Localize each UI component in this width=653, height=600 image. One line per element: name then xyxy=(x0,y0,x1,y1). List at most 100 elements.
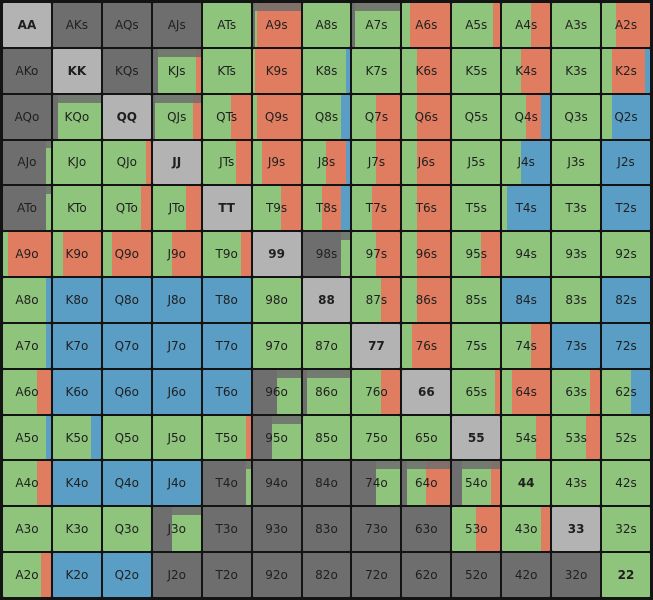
hand-cell-84s[interactable]: 84s xyxy=(502,278,551,322)
hand-cell-42o[interactable]: 42o xyxy=(502,553,551,597)
hand-cell-64o[interactable]: 64o xyxy=(402,461,451,506)
hand-cell-63s[interactable]: 63s xyxy=(552,369,601,414)
hand-cell-a9o[interactable]: A9o xyxy=(3,232,51,277)
hand-cell-65s[interactable]: 65s xyxy=(452,369,501,414)
hand-cell-43s[interactable]: 43s xyxy=(552,461,601,506)
hand-cell-82o[interactable]: 82o xyxy=(302,553,351,597)
hand-cell-98o[interactable]: 98o xyxy=(252,278,301,322)
hand-cell-a4o[interactable]: A4o xyxy=(3,461,51,506)
hand-cell-q3o[interactable]: Q3o xyxy=(102,507,151,552)
hand-cell-95o[interactable]: 95o xyxy=(252,415,301,460)
hand-cell-66[interactable]: 66 xyxy=(402,369,451,414)
hand-cell-62o[interactable]: 62o xyxy=(402,553,451,597)
hand-cell-85s[interactable]: 85s xyxy=(452,278,501,322)
hand-cell-43o[interactable]: 43o xyxy=(502,507,551,552)
hand-cell-55[interactable]: 55 xyxy=(452,415,501,460)
hand-cell-t9s[interactable]: T9s xyxy=(252,186,301,231)
hand-cell-t7s[interactable]: T7s xyxy=(352,186,401,231)
hand-cell-k2o[interactable]: K2o xyxy=(52,553,101,597)
hand-cell-t3s[interactable]: T3s xyxy=(552,186,601,231)
hand-cell-t8o[interactable]: T8o xyxy=(202,278,251,322)
hand-cell-j8s[interactable]: J8s xyxy=(302,140,351,185)
hand-cell-64s[interactable]: 64s xyxy=(502,369,551,414)
hand-cell-99[interactable]: 99 xyxy=(252,232,301,277)
hand-cell-53s[interactable]: 53s xyxy=(552,415,601,460)
hand-cell-76s[interactable]: 76s xyxy=(402,323,451,368)
hand-cell-83o[interactable]: 83o xyxy=(302,507,351,552)
hand-cell-qq[interactable]: QQ xyxy=(102,94,151,139)
hand-cell-j2o[interactable]: J2o xyxy=(152,553,201,597)
hand-cell-kjo[interactable]: KJo xyxy=(52,140,101,185)
hand-cell-jts[interactable]: JTs xyxy=(202,140,251,185)
hand-cell-65o[interactable]: 65o xyxy=(402,415,451,460)
hand-cell-aqo[interactable]: AQo xyxy=(3,94,51,139)
hand-cell-94s[interactable]: 94s xyxy=(502,232,551,277)
hand-cell-87s[interactable]: 87s xyxy=(352,278,401,322)
hand-cell-k7s[interactable]: K7s xyxy=(352,48,401,93)
hand-cell-82s[interactable]: 82s xyxy=(602,278,650,322)
hand-cell-74o[interactable]: 74o xyxy=(352,461,401,506)
hand-cell-73o[interactable]: 73o xyxy=(352,507,401,552)
hand-cell-j3s[interactable]: J3s xyxy=(552,140,601,185)
hand-cell-97o[interactable]: 97o xyxy=(252,323,301,368)
hand-cell-ajo[interactable]: AJo xyxy=(3,140,51,185)
hand-cell-92s[interactable]: 92s xyxy=(602,232,650,277)
hand-cell-52s[interactable]: 52s xyxy=(602,415,650,460)
hand-cell-88[interactable]: 88 xyxy=(302,278,351,322)
hand-cell-a2s[interactable]: A2s xyxy=(602,3,650,47)
hand-cell-a8o[interactable]: A8o xyxy=(3,278,51,322)
hand-cell-q9o[interactable]: Q9o xyxy=(102,232,151,277)
hand-cell-53o[interactable]: 53o xyxy=(452,507,501,552)
hand-cell-32s[interactable]: 32s xyxy=(602,507,650,552)
hand-cell-t6o[interactable]: T6o xyxy=(202,369,251,414)
hand-cell-86o[interactable]: 86o xyxy=(302,369,351,414)
hand-cell-92o[interactable]: 92o xyxy=(252,553,301,597)
hand-cell-33[interactable]: 33 xyxy=(552,507,601,552)
hand-cell-aks[interactable]: AKs xyxy=(52,3,101,47)
hand-cell-95s[interactable]: 95s xyxy=(452,232,501,277)
hand-cell-32o[interactable]: 32o xyxy=(552,553,601,597)
hand-cell-a8s[interactable]: A8s xyxy=(302,3,351,47)
hand-cell-ako[interactable]: AKo xyxy=(3,48,51,93)
hand-cell-tt[interactable]: TT xyxy=(202,186,251,231)
hand-cell-ajs[interactable]: AJs xyxy=(152,3,201,47)
hand-cell-qto[interactable]: QTo xyxy=(102,186,151,231)
hand-cell-ato[interactable]: ATo xyxy=(3,186,51,231)
hand-cell-ats[interactable]: ATs xyxy=(202,3,251,47)
hand-cell-t4s[interactable]: T4s xyxy=(502,186,551,231)
hand-cell-q6o[interactable]: Q6o xyxy=(102,369,151,414)
hand-cell-t7o[interactable]: T7o xyxy=(202,323,251,368)
hand-cell-k2s[interactable]: K2s xyxy=(602,48,650,93)
hand-cell-k8o[interactable]: K8o xyxy=(52,278,101,322)
hand-cell-54o[interactable]: 54o xyxy=(452,461,501,506)
hand-cell-q6s[interactable]: Q6s xyxy=(402,94,451,139)
hand-cell-q2s[interactable]: Q2s xyxy=(602,94,650,139)
hand-cell-93s[interactable]: 93s xyxy=(552,232,601,277)
hand-cell-kqo[interactable]: KQo xyxy=(52,94,101,139)
hand-cell-q4o[interactable]: Q4o xyxy=(102,461,151,506)
hand-cell-84o[interactable]: 84o xyxy=(302,461,351,506)
hand-cell-kk[interactable]: KK xyxy=(52,48,101,93)
hand-cell-94o[interactable]: 94o xyxy=(252,461,301,506)
hand-cell-76o[interactable]: 76o xyxy=(352,369,401,414)
hand-cell-kts[interactable]: KTs xyxy=(202,48,251,93)
hand-cell-jto[interactable]: JTo xyxy=(152,186,201,231)
hand-cell-54s[interactable]: 54s xyxy=(502,415,551,460)
hand-cell-k4s[interactable]: K4s xyxy=(502,48,551,93)
hand-cell-85o[interactable]: 85o xyxy=(302,415,351,460)
hand-cell-k9s[interactable]: K9s xyxy=(252,48,301,93)
hand-cell-q3s[interactable]: Q3s xyxy=(552,94,601,139)
hand-cell-aa[interactable]: AA xyxy=(3,3,51,47)
hand-cell-aqs[interactable]: AQs xyxy=(102,3,151,47)
hand-cell-q4s[interactable]: Q4s xyxy=(502,94,551,139)
hand-cell-q8o[interactable]: Q8o xyxy=(102,278,151,322)
hand-cell-k3s[interactable]: K3s xyxy=(552,48,601,93)
hand-cell-t2o[interactable]: T2o xyxy=(202,553,251,597)
hand-cell-k8s[interactable]: K8s xyxy=(302,48,351,93)
hand-cell-kjs[interactable]: KJs xyxy=(152,48,201,93)
hand-cell-a9s[interactable]: A9s xyxy=(252,3,301,47)
hand-cell-74s[interactable]: 74s xyxy=(502,323,551,368)
hand-cell-86s[interactable]: 86s xyxy=(402,278,451,322)
hand-cell-kqs[interactable]: KQs xyxy=(102,48,151,93)
hand-cell-22[interactable]: 22 xyxy=(602,553,650,597)
